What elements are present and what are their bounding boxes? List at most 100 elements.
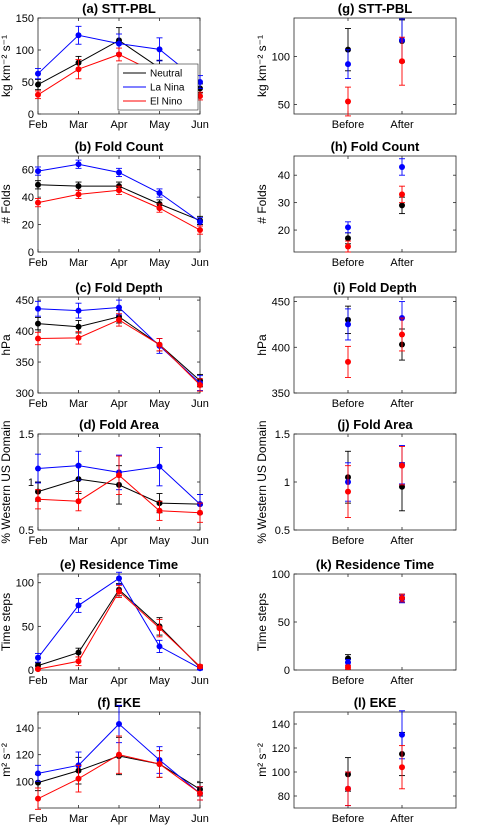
data-point <box>399 595 405 601</box>
data-point <box>35 320 41 327</box>
x-tick-label: Feb <box>29 119 48 131</box>
y-tick-label: 80 <box>278 791 290 803</box>
data-point <box>399 462 405 469</box>
panel-d: (d) Fold Area 0.5 1 1.5 Feb Mar Apr May Jun % Wes… <box>0 417 209 547</box>
series-el-nino <box>345 745 405 807</box>
series-el-nino <box>345 593 405 671</box>
data-point <box>345 358 351 365</box>
y-tick-label: 400 <box>16 326 34 338</box>
panel-title: (g) STT-PBL <box>338 1 412 16</box>
axes-frame <box>293 17 457 115</box>
x-tick-label: After <box>390 257 414 269</box>
data-point <box>35 168 41 175</box>
series-el-nino <box>35 735 203 810</box>
data-point <box>345 235 351 242</box>
y-tick-label: 100 <box>16 776 34 788</box>
y-tick-label: 50 <box>22 77 34 89</box>
data-point <box>345 488 351 495</box>
x-tick-label: May <box>149 675 170 687</box>
data-point <box>75 602 82 609</box>
x-tick-label: Apr <box>110 535 127 547</box>
x-tick-label: May <box>149 398 170 410</box>
data-point <box>116 472 122 479</box>
x-tick-label: Feb <box>29 813 48 825</box>
y-tick-label: 100 <box>16 578 34 590</box>
data-point <box>116 51 122 58</box>
legend-label: La Nina <box>150 83 185 94</box>
panel-title: (k) Residence Time <box>316 557 434 572</box>
series-el-nino <box>35 584 203 673</box>
data-point <box>156 341 163 348</box>
data-point <box>75 775 82 782</box>
x-tick-label: Feb <box>29 398 48 410</box>
data-point <box>116 169 122 176</box>
panel-a: (a) STT-PBL 0 50 100 150 Feb Mar Apr May Jun kg km… <box>0 1 209 131</box>
y-tick-label: 400 <box>272 342 290 354</box>
series-el-nino <box>345 446 405 518</box>
panel-b: (b) Fold Count 0 20 40 60 Feb Mar Apr May Jun # Fo… <box>0 139 209 269</box>
data-point <box>156 507 163 514</box>
x-tick-label: Before <box>332 813 364 825</box>
data-point <box>116 575 122 582</box>
y-tick-label: 0.5 <box>19 525 34 537</box>
series-line <box>37 319 201 386</box>
y-tick-label: 1 <box>284 477 290 489</box>
y-axis-label: kg km⁻² s⁻¹ <box>255 35 269 97</box>
data-point <box>345 98 351 105</box>
y-tick-label: 1.5 <box>19 429 34 441</box>
x-tick-label: Mar <box>69 119 88 131</box>
data-point <box>399 202 405 209</box>
y-axis-label: % Western US Domain <box>255 420 269 543</box>
data-point <box>75 191 82 198</box>
y-axis-label: m² s⁻² <box>0 743 13 777</box>
series-neutral <box>345 731 405 792</box>
panel-title: (i) Fold Depth <box>333 280 417 295</box>
data-point <box>35 91 41 98</box>
axes-frame <box>293 711 457 809</box>
data-point <box>35 181 41 188</box>
data-point <box>156 643 163 650</box>
x-tick-label: After <box>390 813 414 825</box>
panel-title: (f) EKE <box>97 695 141 710</box>
y-tick-label: 100 <box>272 51 290 63</box>
data-point <box>156 625 163 632</box>
y-tick-label: 350 <box>16 357 34 369</box>
x-tick-label: After <box>390 119 414 131</box>
data-point <box>197 663 203 670</box>
data-point <box>75 32 82 39</box>
panel-j: (j) Fold Area 0.5 1 1.5 Before After % Western… <box>255 417 457 547</box>
data-point <box>156 761 163 767</box>
y-tick-label: 150 <box>16 13 34 25</box>
x-tick-label: Before <box>332 119 364 131</box>
y-tick-label: 40 <box>278 170 290 182</box>
panel-title: (h) Fold Count <box>331 139 420 154</box>
x-tick-label: May <box>149 119 170 131</box>
y-axis-label: Time steps <box>255 593 269 651</box>
series-el-nino <box>345 36 405 117</box>
y-tick-label: 350 <box>272 388 290 400</box>
x-tick-label: Before <box>332 535 364 547</box>
x-tick-label: After <box>390 535 414 547</box>
y-tick-label: 30 <box>278 198 290 210</box>
axes-frame <box>293 573 457 671</box>
data-point <box>156 190 163 197</box>
y-tick-label: 0.5 <box>275 525 290 537</box>
y-tick-label: 120 <box>16 750 34 762</box>
data-point <box>399 163 405 170</box>
series-el-nino <box>35 313 203 392</box>
data-point <box>75 658 82 665</box>
series-la-nina <box>35 571 203 672</box>
series-la-nina <box>345 445 405 502</box>
data-point <box>35 654 41 661</box>
panel-title: (a) STT-PBL <box>82 1 156 16</box>
series-la-nina <box>345 710 405 807</box>
series-la-nina <box>345 594 405 666</box>
y-tick-label: 50 <box>278 617 290 629</box>
data-point <box>35 795 41 802</box>
x-tick-label: Jun <box>191 257 209 269</box>
data-point <box>35 81 41 88</box>
x-tick-label: Before <box>332 675 364 687</box>
panel-c: (c) Fold Depth 300 350 400 450 Feb Mar Apr May Ju… <box>0 280 209 410</box>
y-tick-label: 0 <box>284 665 290 677</box>
